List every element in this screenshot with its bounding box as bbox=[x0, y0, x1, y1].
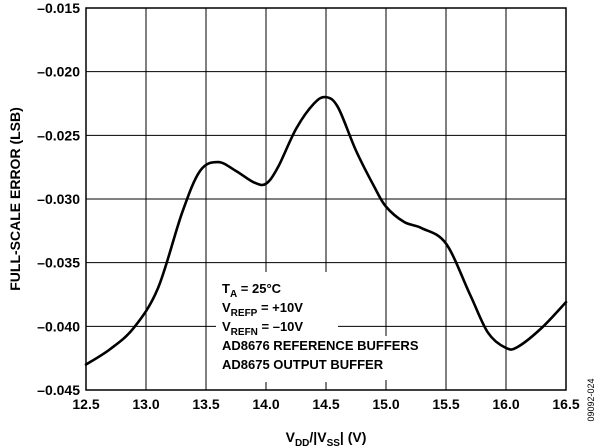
annotation-background-wide bbox=[216, 336, 431, 380]
y-tick-labels: –0.015 –0.020 –0.025 –0.030 –0.035 –0.040 –0.0… bbox=[37, 0, 80, 398]
y-tick-label: –0.020 bbox=[37, 64, 80, 80]
x-tick-label: 12.5 bbox=[72, 396, 99, 412]
plot-frame bbox=[85, 7, 567, 391]
y-tick-label: –0.035 bbox=[37, 255, 80, 271]
annotation-line: AD8675 OUTPUT BUFFER bbox=[222, 357, 384, 372]
annotation-line: VREFP = +10V bbox=[222, 300, 303, 319]
y-tick-label: –0.040 bbox=[37, 318, 80, 334]
y-tick-label: –0.045 bbox=[37, 382, 80, 398]
y-tick-label: –0.030 bbox=[37, 191, 80, 207]
y-tick-label: –0.015 bbox=[37, 0, 80, 16]
y-axis-label: FULL-SCALE ERROR (LSB) bbox=[7, 107, 23, 291]
x-tick-label: 16.5 bbox=[552, 396, 579, 412]
x-tick-label: 15.0 bbox=[372, 396, 399, 412]
x-tick-label: 13.0 bbox=[132, 396, 159, 412]
x-tick-label: 14.5 bbox=[312, 396, 339, 412]
annotation-line: AD8676 REFERENCE BUFFERS bbox=[222, 338, 419, 353]
figure-id: 09092-024 bbox=[586, 378, 596, 421]
x-axis-label: VDD/|VSS| (V) bbox=[286, 429, 367, 448]
y-tick-label: –0.025 bbox=[37, 127, 80, 143]
annotation-line: VREFN = –10V bbox=[222, 319, 303, 338]
x-tick-labels: 12.5 13.0 13.5 14.0 14.5 15.0 15.5 16.0 16.5 bbox=[72, 396, 579, 412]
x-tick-label: 15.5 bbox=[432, 396, 459, 412]
series-line bbox=[84, 95, 568, 366]
annotation-line: TA = 25°C bbox=[222, 281, 282, 300]
x-tick-label: 16.0 bbox=[492, 396, 519, 412]
x-tick-label: 14.0 bbox=[252, 396, 279, 412]
x-tick-label: 13.5 bbox=[192, 396, 219, 412]
